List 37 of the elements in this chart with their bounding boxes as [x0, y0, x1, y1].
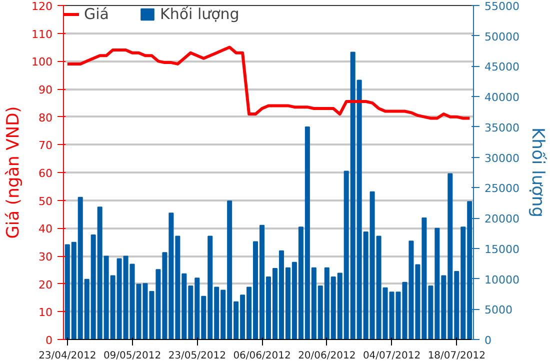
- y-tick-label: 70: [38, 139, 53, 152]
- legend-label: Giá: [84, 5, 109, 23]
- y2-tick-label: 0: [484, 334, 492, 347]
- y-tick-label: 90: [38, 84, 53, 96]
- y2-axis-title: Khối lượng: [527, 128, 548, 218]
- y-tick-label: 30: [38, 250, 53, 264]
- y-tick-label: 40: [38, 222, 53, 236]
- x-tick-label: 23/05/2012: [168, 350, 226, 362]
- x-tick-label: 09/05/2012: [103, 350, 162, 362]
- y-axis-title: Giá (ngàn VND): [4, 106, 24, 239]
- y-tick-label: 10: [38, 306, 53, 320]
- y2-tick-label: 15000: [484, 242, 520, 256]
- legend-label: Khối lượng: [160, 5, 240, 23]
- x-tick-label: 18/07/2012: [428, 350, 486, 362]
- y-tick-label: 100: [32, 56, 53, 69]
- x-tick-label: 06/06/2012: [233, 350, 291, 362]
- y2-tick-label: 35000: [484, 121, 520, 134]
- y2-tick-label: 20000: [484, 212, 520, 226]
- y-tick-label: 0: [46, 334, 52, 347]
- y-tick-label: 60: [38, 167, 53, 180]
- y2-tick-label: 50000: [484, 30, 520, 44]
- y-tick-label: 80: [38, 111, 53, 124]
- y2-tick-label: 5000: [484, 304, 512, 317]
- y-tick-label: 110: [32, 28, 53, 41]
- x-tick-label: 04/07/2012: [362, 350, 421, 362]
- x-tick-label: 20/06/2012: [298, 350, 356, 362]
- y-tick-label: 20: [38, 278, 53, 292]
- x-tick-label: 23/04/2012: [38, 350, 96, 362]
- y2-tick-label: 55000: [484, 0, 520, 13]
- y-tick-label: 50: [38, 194, 53, 208]
- y2-tick-label: 40000: [484, 91, 520, 104]
- line-series: [66, 46, 472, 120]
- y2-tick-label: 30000: [484, 152, 520, 165]
- y2-tick-label: 25000: [484, 182, 520, 196]
- y-tick-label: 120: [32, 0, 53, 13]
- y2-tick-label: 45000: [484, 60, 520, 74]
- y2-tick-label: 10000: [484, 273, 520, 286]
